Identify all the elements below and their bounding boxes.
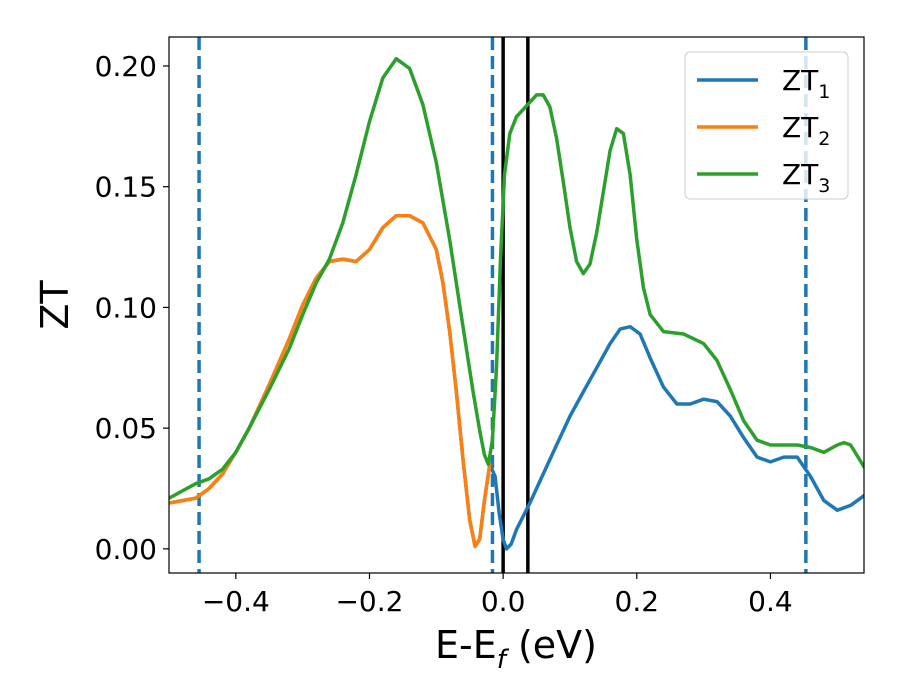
legend-label-zt1: ZT1: [782, 64, 830, 103]
legend-label-main: ZT: [782, 158, 819, 191]
legend-label-subscript: 1: [818, 81, 830, 103]
legend-label-zt3: ZT3: [782, 158, 830, 197]
y-axis-ticks: 0.00 0.05 0.10 0.15 0.20: [95, 50, 169, 566]
legend-label-main: ZT: [782, 111, 819, 144]
x-axis-label-unit: (eV): [506, 623, 597, 667]
legend-label-subscript: 2: [818, 128, 830, 150]
x-tick-label: 0.2: [615, 585, 660, 618]
plot-frame: [168, 36, 865, 574]
x-axis-ticks: −0.4 −0.2 0.0 0.2 0.4: [202, 573, 793, 618]
x-tick-label: −0.2: [335, 585, 403, 618]
y-tick-label: 0.15: [95, 171, 157, 204]
x-axis-label-main: E-E: [435, 623, 497, 667]
legend-label-subscript: 3: [818, 175, 830, 197]
legend-label-zt2: ZT2: [782, 111, 830, 150]
legend-box: [684, 51, 849, 200]
y-tick-label: 0.00: [95, 533, 157, 566]
series-line-zt3: [169, 56, 864, 500]
x-tick-label: 0.0: [481, 585, 526, 618]
y-tick-label: 0.20: [95, 50, 157, 83]
y-tick-label: 0.10: [95, 291, 157, 324]
x-tick-label: 0.4: [748, 585, 793, 618]
x-tick-label: −0.4: [202, 585, 270, 618]
x-axis-label: E-Ef (eV): [435, 623, 597, 675]
legend-label-main: ZT: [782, 64, 819, 97]
series-lines: [169, 56, 864, 551]
y-axis-label: ZT: [33, 280, 77, 330]
y-tick-label: 0.05: [95, 412, 157, 445]
